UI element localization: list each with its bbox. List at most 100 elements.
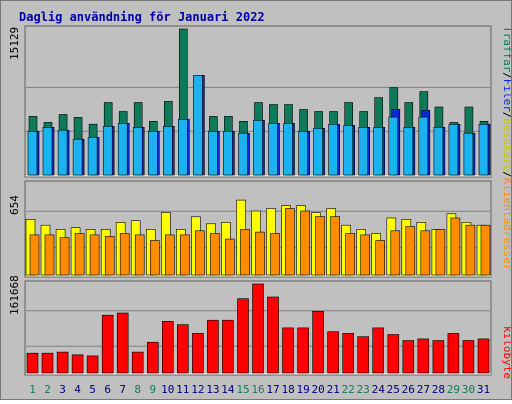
bar	[74, 233, 85, 276]
bar	[285, 208, 295, 276]
series-kilobyte	[26, 283, 490, 374]
bar	[433, 127, 444, 176]
bar	[208, 131, 218, 176]
bar	[432, 340, 445, 374]
bar	[222, 319, 234, 374]
bar	[402, 340, 415, 374]
bar	[480, 224, 491, 276]
bar	[165, 234, 175, 276]
bar	[268, 123, 278, 176]
legend-label: /	[501, 171, 511, 178]
bar	[26, 352, 39, 374]
chart-title: Daglig användning för Januari 2022	[19, 10, 265, 24]
bar	[42, 127, 53, 176]
day-label: 23	[357, 383, 370, 396]
day-label: 26	[402, 383, 415, 396]
day-label: 7	[119, 383, 126, 396]
bar	[327, 331, 339, 374]
bar	[297, 327, 309, 374]
legend-label: Filer	[501, 79, 511, 112]
legend-label: Klientadresser	[501, 178, 511, 271]
y-max-label: 654	[8, 195, 21, 215]
day-label: 12	[191, 383, 204, 396]
series-bes-kare	[27, 75, 489, 176]
y-max-label: 161668	[8, 275, 21, 315]
bar	[390, 230, 401, 276]
day-label: 17	[266, 383, 279, 396]
day-label: 11	[176, 383, 189, 396]
bar	[345, 233, 356, 276]
day-label: 4	[74, 383, 81, 396]
day-label: 3	[59, 383, 66, 396]
panel-middle: 654	[8, 180, 492, 278]
day-label: 15	[236, 383, 249, 396]
bar	[342, 333, 355, 374]
bar	[448, 124, 459, 176]
panel-top: 15129	[8, 25, 492, 178]
day-axis: 1 2 3 4 5 6 7 8 9 10 11 12 13 14 15 16 17 18 19 20 21 22 23 24 2…	[29, 383, 490, 396]
bar	[330, 216, 340, 276]
bar	[162, 320, 174, 374]
panel-border	[24, 25, 492, 178]
bar	[132, 127, 143, 176]
bar	[116, 312, 129, 374]
bar	[56, 351, 69, 374]
bar	[435, 229, 446, 276]
bar	[163, 126, 173, 176]
y-max-label: 15129	[8, 27, 21, 60]
day-label: 20	[311, 383, 324, 396]
legend-label: Träffar	[501, 26, 511, 73]
bar	[267, 296, 279, 374]
legend-label: /	[501, 112, 511, 119]
bar	[387, 334, 400, 374]
bar	[102, 126, 113, 176]
day-label: 19	[296, 383, 309, 396]
bar	[131, 351, 144, 374]
day-label: 27	[417, 383, 430, 396]
bar	[237, 298, 249, 374]
bar	[478, 124, 489, 176]
bar	[72, 138, 83, 176]
day-label: 6	[104, 383, 111, 396]
bar	[420, 230, 431, 276]
legend-label: /	[501, 72, 511, 79]
panel-border	[24, 180, 492, 278]
bar	[59, 237, 70, 276]
bar	[450, 217, 461, 276]
bar	[312, 310, 324, 374]
bar	[298, 131, 308, 176]
bar	[315, 216, 325, 276]
bar	[240, 229, 250, 276]
bar	[403, 127, 414, 176]
day-label: 2	[44, 383, 51, 396]
day-label: 24	[372, 383, 386, 396]
bar	[44, 234, 55, 276]
legend-label: Besökare	[501, 118, 511, 171]
bar	[178, 119, 188, 176]
bar	[177, 324, 189, 374]
bar	[388, 116, 399, 176]
bar	[375, 240, 386, 276]
bar	[89, 234, 100, 276]
bar	[210, 233, 220, 276]
bar	[282, 327, 294, 374]
bar	[462, 340, 475, 374]
bar	[300, 210, 310, 276]
bar	[447, 333, 460, 374]
bar	[101, 314, 114, 374]
bar	[343, 125, 354, 176]
bar	[255, 231, 265, 276]
bar	[418, 116, 429, 176]
day-label: 14	[221, 383, 235, 396]
day-label: 16	[251, 383, 264, 396]
day-label: 30	[462, 383, 475, 396]
bar	[405, 226, 416, 276]
bar	[180, 234, 190, 276]
bar	[150, 240, 160, 276]
bar	[238, 132, 248, 176]
bar	[192, 333, 204, 374]
bar	[372, 327, 385, 374]
bar	[283, 123, 293, 176]
day-label: 13	[206, 383, 219, 396]
